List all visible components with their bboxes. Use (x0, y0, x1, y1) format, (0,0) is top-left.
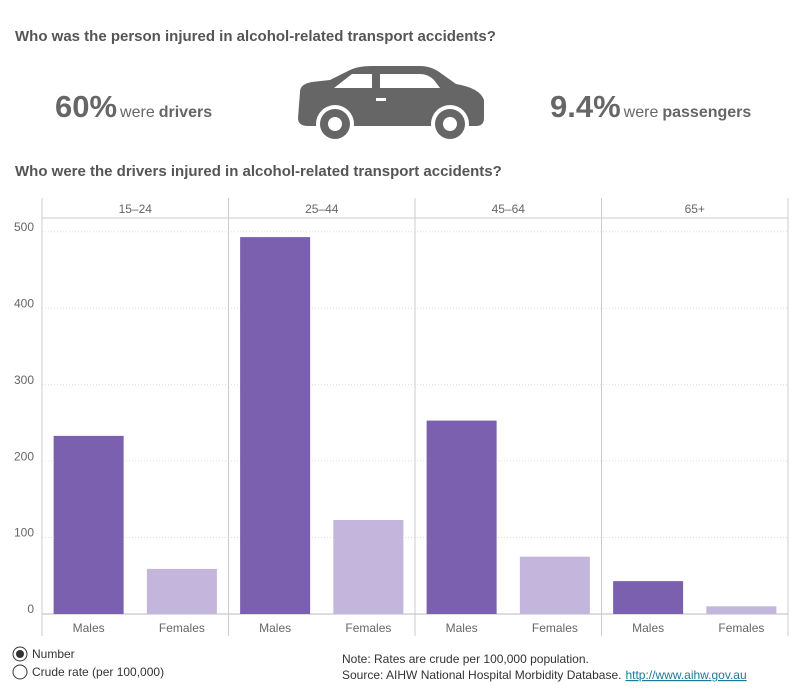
stat-word: were (623, 104, 659, 121)
stat-label: passengers (662, 104, 751, 121)
source: Source: AIHW National Hospital Morbidity… (342, 668, 747, 682)
x-tick-label: Males (73, 621, 105, 635)
bar (519, 556, 590, 614)
x-tick-label: Males (632, 621, 664, 635)
y-tick-label: 500 (14, 220, 34, 234)
radio-label[interactable]: Number (32, 647, 75, 661)
facet-label: 65+ (685, 202, 705, 216)
source-text: Source: AIHW National Hospital Morbidity… (342, 668, 621, 682)
car-icon (298, 66, 484, 143)
bar (146, 568, 217, 614)
stat-value: 9.4% (550, 89, 621, 124)
x-tick-label: Males (259, 621, 291, 635)
bar (426, 420, 497, 614)
x-tick-label: Females (532, 621, 578, 635)
facet-label: 25–44 (305, 202, 339, 216)
y-tick-label: 300 (14, 373, 34, 387)
radio-label[interactable]: Crude rate (per 100,000) (32, 665, 164, 679)
note: Note: Rates are crude per 100,000 popula… (342, 652, 589, 666)
facet-label: 15–24 (119, 202, 153, 216)
radio-rate[interactable]: Crude rate (per 100,000) (12, 664, 164, 680)
facet-label: 45–64 (492, 202, 526, 216)
stat-drivers: 60% were drivers (55, 89, 212, 124)
x-tick-label: Females (718, 621, 764, 635)
stat-label: drivers (159, 104, 212, 121)
x-tick-label: Males (446, 621, 478, 635)
y-tick-label: 200 (14, 449, 34, 463)
bar (706, 606, 777, 614)
radio-dot (16, 650, 24, 658)
y-tick-label: 0 (27, 602, 34, 616)
stat-value: 60% (55, 89, 117, 124)
page-title: Who was the person injured in alcohol-re… (15, 28, 496, 45)
bar (333, 519, 404, 614)
bar (53, 435, 124, 614)
source-link[interactable]: http://www.aihw.gov.au (625, 668, 746, 682)
y-tick-label: 100 (14, 526, 34, 540)
stat-passengers: 9.4% were passengers (550, 89, 751, 124)
chart-title: Who were the drivers injured in alcohol-… (15, 163, 502, 180)
bar (240, 237, 311, 614)
x-tick-label: Females (345, 621, 391, 635)
radio-number[interactable]: Number (12, 646, 75, 662)
radio[interactable] (12, 664, 28, 680)
bar (613, 581, 684, 614)
y-tick-label: 400 (14, 296, 34, 310)
stat-word: were (119, 104, 155, 121)
x-tick-label: Females (159, 621, 205, 635)
